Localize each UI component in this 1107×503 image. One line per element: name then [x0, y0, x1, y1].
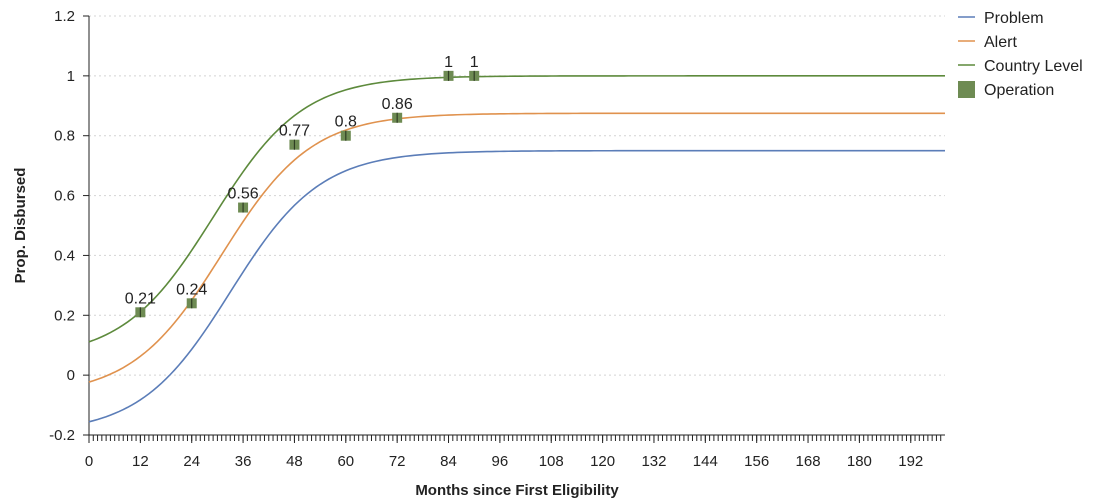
x-tick-label: 24: [183, 453, 200, 470]
x-tick-label: 72: [389, 453, 406, 470]
x-axis-title: Months since First Eligibility: [415, 482, 619, 499]
x-tick-label: 36: [235, 453, 252, 470]
y-tick-label: 0.8: [54, 128, 75, 145]
y-axis-title: Prop. Disbursed: [12, 168, 29, 284]
operation-data-label: 1: [470, 54, 479, 71]
series-lines: [88, 75, 945, 423]
y-tick-label: 0.6: [54, 188, 75, 205]
country-level-line: [88, 75, 945, 343]
x-tick-label: 156: [744, 453, 769, 470]
operation-data-label: 0.56: [228, 186, 259, 203]
y-tick-label: -0.2: [49, 427, 75, 444]
operation-data-label: 0.24: [176, 281, 207, 298]
operation-markers: [135, 70, 480, 318]
x-tick-label: 144: [693, 453, 718, 470]
operation-data-label: 1: [444, 54, 453, 71]
x-tick-label: 0: [85, 453, 93, 470]
x-tick-label: 180: [847, 453, 872, 470]
x-tick-label: 120: [590, 453, 615, 470]
legend-label-operation: Operation: [984, 82, 1054, 99]
axes: -0.200.20.40.60.811.20 12 24 36 48 60 72 84 96 10…: [49, 8, 945, 470]
x-tick-label: 132: [641, 453, 666, 470]
operation-data-label: 0.86: [382, 96, 413, 113]
x-tick-label: 96: [492, 453, 509, 470]
alert-line: [88, 112, 945, 383]
problem-line: [88, 149, 945, 423]
y-tick-label: 1: [67, 68, 75, 85]
data-labels: 0.21 0.24 0.56 0.77 0.8 0.86 1 1: [125, 54, 479, 307]
x-tick-label: 48: [286, 453, 303, 470]
legend-swatch-operation: [958, 81, 975, 98]
x-tick-label: 108: [539, 453, 564, 470]
x-tick-label: 60: [337, 453, 354, 470]
x-tick-label: 84: [440, 453, 457, 470]
legend-label-alert: Alert: [984, 34, 1017, 51]
y-tick-label: 0.2: [54, 307, 75, 324]
operation-data-label: 0.21: [125, 290, 156, 307]
legend-label-problem: Problem: [984, 10, 1044, 27]
operation-data-label: 0.8: [335, 114, 357, 131]
y-tick-label: 1.2: [54, 8, 75, 25]
x-tick-label: 168: [796, 453, 821, 470]
x-tick-label: 12: [132, 453, 149, 470]
gridlines: [89, 15, 945, 376]
legend-label-country-level: Country Level: [984, 58, 1083, 75]
x-tick-label: 192: [898, 453, 923, 470]
y-tick-label: 0.4: [54, 247, 75, 264]
legend: Problem Alert Country Level Operation: [958, 10, 1083, 99]
operation-data-label: 0.77: [279, 123, 310, 140]
y-tick-label: 0: [67, 367, 75, 384]
